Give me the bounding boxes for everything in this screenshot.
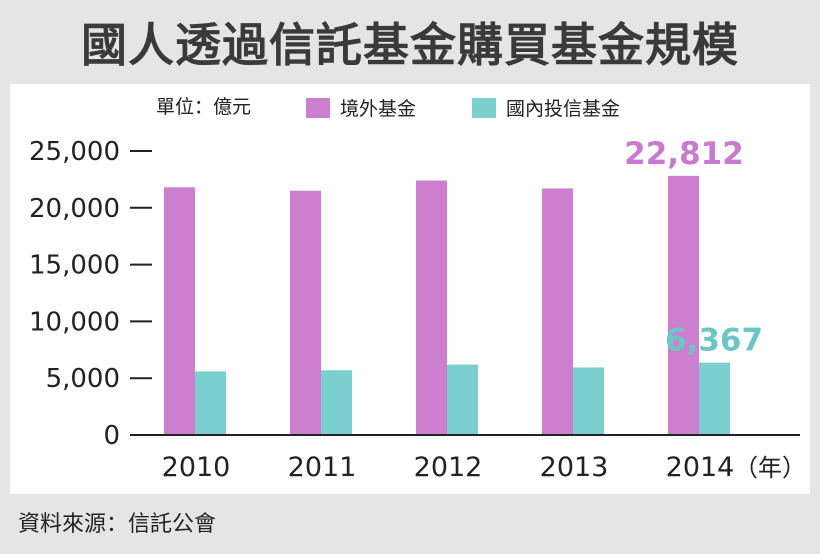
legend-swatch-2 (472, 98, 496, 118)
y-tick-label: 20,000 (29, 194, 120, 224)
bar-overseas-2011 (290, 190, 321, 435)
bars (164, 175, 730, 435)
legend: 單位：億元 境外基金 國內投信基金 (156, 96, 620, 120)
data-label-domestic-2014: 6,367 (665, 323, 763, 359)
source-note: 資料來源：信託公會 (18, 512, 217, 537)
unit-label: 單位：億元 (156, 96, 251, 118)
x-tick-label: 2013 (540, 452, 609, 483)
y-tick-label: 25,000 (29, 137, 120, 167)
legend-label-1: 境外基金 (340, 98, 416, 120)
y-tick-label: 10,000 (29, 307, 120, 337)
data-label-overseas-2014: 22,812 (624, 136, 744, 172)
bar-domestic-2014 (699, 362, 730, 435)
chart-title: 國人透過信託基金購買基金規模 (81, 18, 739, 72)
x-tick-label: 2012 (414, 452, 483, 483)
annotations: 22,812 6,367 (624, 136, 763, 359)
bar-overseas-2013 (542, 188, 573, 435)
x-tick-label: 2010 (162, 452, 231, 483)
y-tick-label: 15,000 (29, 251, 120, 281)
x-unit-label: （年） (734, 454, 806, 482)
bar-overseas-2014 (668, 175, 699, 435)
bar-overseas-2010 (164, 187, 195, 435)
bar-domestic-2013 (573, 367, 604, 435)
chart-panel: 單位：億元 境外基金 國內投信基金 0 5,000 10,000 15,000 20,000… (10, 84, 810, 494)
bar-domestic-2011 (321, 370, 352, 435)
x-axis: 2010 2011 2012 2013 2014 （年） (130, 434, 806, 483)
legend-label-2: 國內投信基金 (506, 98, 620, 120)
bar-chart: 單位：億元 境外基金 國內投信基金 0 5,000 10,000 15,000 20,000… (29, 96, 806, 483)
y-tick-label: 0 (103, 421, 120, 451)
y-axis: 0 5,000 10,000 15,000 20,000 25,000 (29, 137, 152, 451)
x-tick-label: 2011 (288, 452, 357, 483)
bar-domestic-2010 (195, 371, 226, 435)
y-tick-label: 5,000 (46, 364, 120, 394)
bar-overseas-2012 (416, 180, 447, 435)
legend-swatch-1 (306, 98, 330, 118)
x-tick-label: 2014 (666, 452, 735, 483)
bar-domestic-2012 (447, 364, 478, 435)
